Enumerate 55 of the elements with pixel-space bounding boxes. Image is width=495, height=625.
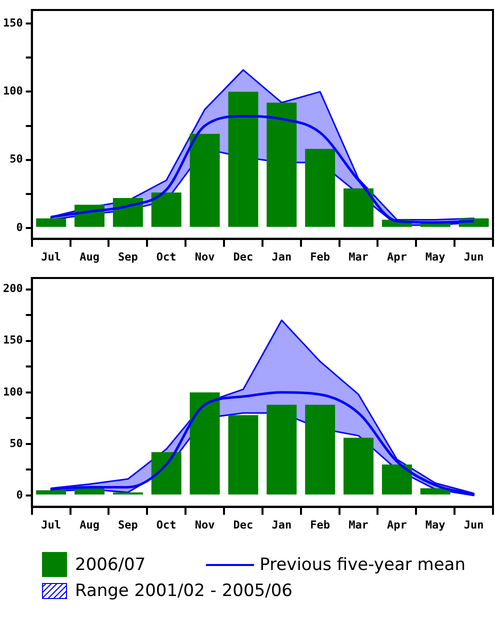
bar bbox=[344, 438, 374, 494]
text: Range 2001/02 - 2005/06 bbox=[75, 581, 292, 601]
y-tick-label: 150 bbox=[2, 334, 23, 347]
bar bbox=[190, 134, 220, 227]
bar bbox=[266, 102, 297, 227]
bar bbox=[151, 452, 182, 494]
y-tick-label: 200 bbox=[2, 282, 23, 296]
y-tick-label: 0 bbox=[16, 488, 23, 502]
x-tick-label: Nov bbox=[194, 250, 216, 264]
x-tick-label: Mar bbox=[348, 250, 369, 264]
y-tick-label: 150 bbox=[2, 16, 23, 30]
x-tick-label: Jun bbox=[464, 250, 484, 264]
x-tick-label: Jul bbox=[41, 518, 62, 532]
bar bbox=[228, 92, 258, 227]
bar bbox=[305, 148, 336, 227]
bar bbox=[266, 404, 297, 494]
bar bbox=[112, 198, 143, 227]
y-tick-label: 50 bbox=[10, 152, 23, 166]
legend-label: Previous five-year mean bbox=[260, 554, 466, 574]
bar bbox=[344, 188, 374, 227]
x-tick-label: May bbox=[425, 518, 446, 532]
line-series bbox=[50, 114, 476, 224]
y-tick-label: 0 bbox=[16, 220, 23, 234]
bar bbox=[305, 404, 336, 494]
x-tick-label: Aug bbox=[80, 518, 100, 532]
x-tick-label: Jul bbox=[41, 250, 62, 264]
x-tick-label: Mar bbox=[348, 518, 369, 532]
bar bbox=[36, 490, 66, 494]
line-series bbox=[50, 391, 476, 496]
x-tick-label: Aug bbox=[80, 250, 100, 264]
bar bbox=[151, 192, 182, 227]
x-tick-label: Jan bbox=[272, 518, 292, 532]
x-tick-label: Jan bbox=[272, 250, 292, 264]
legend-label: 2006/07 bbox=[75, 554, 146, 574]
y-tick-label: 100 bbox=[2, 84, 23, 98]
bar bbox=[382, 464, 412, 494]
y-tick-label: 50 bbox=[10, 436, 23, 450]
x-tick-label: Nov bbox=[194, 518, 216, 532]
bar bbox=[36, 218, 66, 227]
x-tick-label: Oct bbox=[156, 250, 176, 264]
x-tick-label: Dec bbox=[233, 518, 254, 532]
x-tick-label: Apr bbox=[386, 518, 408, 532]
bar bbox=[228, 415, 258, 494]
x-tick-label: Feb bbox=[310, 518, 330, 532]
x-tick-label: May bbox=[425, 250, 446, 264]
bar bbox=[190, 392, 220, 494]
x-tick-label: Oct bbox=[156, 518, 176, 532]
x-tick-label: Sep bbox=[118, 250, 138, 264]
x-tick-label: Apr bbox=[386, 250, 408, 264]
x-tick-label: Sep bbox=[118, 518, 138, 532]
x-tick-label: Feb bbox=[310, 250, 330, 264]
x-tick-label: Jun bbox=[464, 518, 484, 532]
x-tick-label: Dec bbox=[233, 250, 254, 264]
bar bbox=[420, 488, 450, 494]
y-tick-label: 100 bbox=[2, 385, 23, 398]
